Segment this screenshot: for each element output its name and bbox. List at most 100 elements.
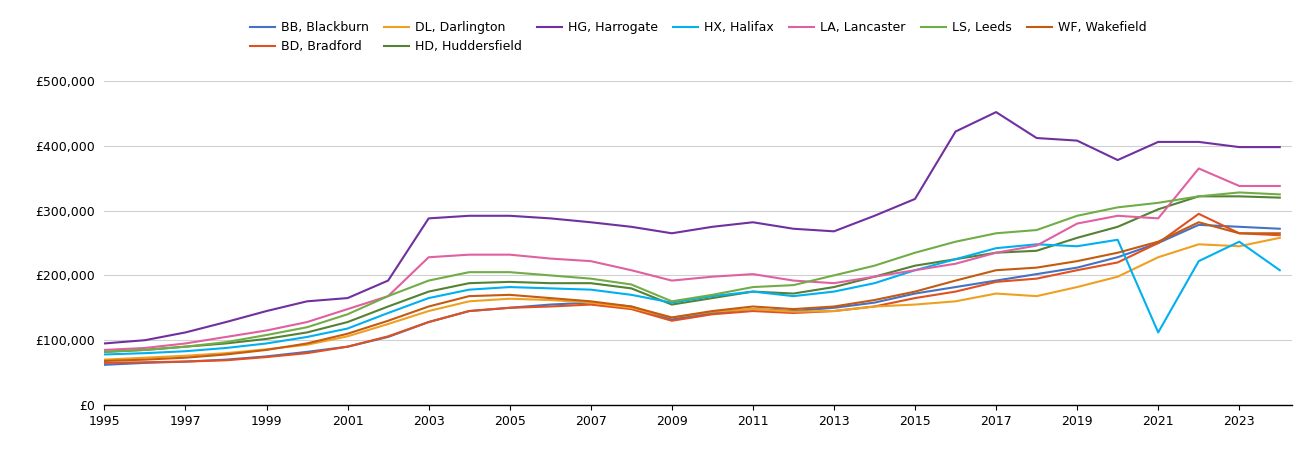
WF, Wakefield bbox=[786, 306, 801, 312]
HG, Harrogate bbox=[1109, 158, 1125, 163]
BB, Blackburn bbox=[745, 306, 761, 312]
HD, Huddersfield bbox=[826, 284, 842, 290]
HG, Harrogate bbox=[462, 213, 478, 219]
HG, Harrogate bbox=[988, 109, 1004, 115]
HD, Huddersfield bbox=[624, 286, 639, 291]
HX, Halifax bbox=[1232, 239, 1248, 244]
HG, Harrogate bbox=[137, 338, 153, 343]
BB, Blackburn bbox=[583, 300, 599, 305]
BB, Blackburn bbox=[826, 305, 842, 310]
DL, Darlington bbox=[1232, 243, 1248, 249]
HD, Huddersfield bbox=[218, 341, 234, 346]
HD, Huddersfield bbox=[947, 256, 963, 262]
HG, Harrogate bbox=[745, 220, 761, 225]
LS, Leeds bbox=[988, 230, 1004, 236]
BD, Bradford bbox=[137, 360, 153, 365]
LS, Leeds bbox=[745, 284, 761, 290]
DL, Darlington bbox=[502, 296, 518, 302]
BD, Bradford bbox=[339, 344, 355, 349]
HX, Halifax bbox=[380, 310, 395, 316]
WF, Wakefield bbox=[462, 293, 478, 299]
BD, Bradford bbox=[867, 304, 882, 309]
DL, Darlington bbox=[1151, 255, 1167, 260]
HG, Harrogate bbox=[1232, 144, 1248, 150]
BB, Blackburn bbox=[786, 308, 801, 314]
DL, Darlington bbox=[1272, 235, 1288, 240]
HX, Halifax bbox=[947, 256, 963, 262]
DL, Darlington bbox=[218, 351, 234, 356]
BD, Bradford bbox=[664, 318, 680, 324]
HX, Halifax bbox=[664, 300, 680, 305]
HD, Huddersfield bbox=[137, 347, 153, 353]
LA, Lancaster bbox=[502, 252, 518, 257]
DL, Darlington bbox=[1069, 284, 1084, 290]
Legend: BB, Blackburn, BD, Bradford, DL, Darlington, HD, Huddersfield, HG, Harrogate, HX: BB, Blackburn, BD, Bradford, DL, Darling… bbox=[244, 16, 1152, 58]
LS, Leeds bbox=[907, 250, 923, 256]
DL, Darlington bbox=[786, 309, 801, 315]
BB, Blackburn bbox=[543, 302, 559, 307]
BD, Bradford bbox=[745, 308, 761, 314]
LS, Leeds bbox=[543, 273, 559, 278]
BB, Blackburn bbox=[947, 284, 963, 290]
LA, Lancaster bbox=[218, 334, 234, 340]
LS, Leeds bbox=[786, 283, 801, 288]
LS, Leeds bbox=[664, 299, 680, 304]
LA, Lancaster bbox=[1109, 213, 1125, 219]
HD, Huddersfield bbox=[97, 349, 112, 355]
HD, Huddersfield bbox=[420, 289, 436, 294]
WF, Wakefield bbox=[1151, 239, 1167, 244]
HX, Halifax bbox=[1069, 243, 1084, 249]
BD, Bradford bbox=[543, 304, 559, 309]
HD, Huddersfield bbox=[1109, 224, 1125, 230]
BB, Blackburn bbox=[988, 278, 1004, 284]
BD, Bradford bbox=[1028, 276, 1044, 281]
BD, Bradford bbox=[826, 308, 842, 314]
LA, Lancaster bbox=[258, 328, 274, 333]
DL, Darlington bbox=[664, 315, 680, 320]
BB, Blackburn bbox=[420, 320, 436, 325]
HG, Harrogate bbox=[420, 216, 436, 221]
BB, Blackburn bbox=[218, 357, 234, 362]
BB, Blackburn bbox=[907, 291, 923, 296]
DL, Darlington bbox=[826, 308, 842, 314]
HD, Huddersfield bbox=[258, 336, 274, 342]
LS, Leeds bbox=[258, 332, 274, 338]
BD, Bradford bbox=[583, 302, 599, 307]
WF, Wakefield bbox=[299, 341, 315, 346]
BB, Blackburn bbox=[97, 362, 112, 368]
BD, Bradford bbox=[1272, 233, 1288, 238]
HG, Harrogate bbox=[1191, 139, 1207, 144]
DL, Darlington bbox=[583, 300, 599, 305]
WF, Wakefield bbox=[988, 267, 1004, 273]
DL, Darlington bbox=[137, 355, 153, 360]
HX, Halifax bbox=[1272, 267, 1288, 273]
LS, Leeds bbox=[826, 273, 842, 278]
HX, Halifax bbox=[988, 246, 1004, 251]
BB, Blackburn bbox=[502, 305, 518, 310]
WF, Wakefield bbox=[339, 331, 355, 337]
LS, Leeds bbox=[420, 278, 436, 284]
BD, Bradford bbox=[97, 360, 112, 365]
HG, Harrogate bbox=[380, 278, 395, 284]
BD, Bradford bbox=[299, 351, 315, 356]
HX, Halifax bbox=[502, 284, 518, 290]
HG, Harrogate bbox=[583, 220, 599, 225]
LA, Lancaster bbox=[1069, 221, 1084, 226]
BD, Bradford bbox=[1109, 260, 1125, 265]
LA, Lancaster bbox=[1028, 243, 1044, 248]
LS, Leeds bbox=[1109, 205, 1125, 210]
HD, Huddersfield bbox=[705, 295, 720, 301]
DL, Darlington bbox=[177, 353, 193, 359]
BD, Bradford bbox=[218, 358, 234, 363]
WF, Wakefield bbox=[137, 357, 153, 362]
HD, Huddersfield bbox=[583, 280, 599, 286]
LS, Leeds bbox=[177, 344, 193, 349]
DL, Darlington bbox=[947, 299, 963, 304]
HD, Huddersfield bbox=[867, 274, 882, 279]
BB, Blackburn bbox=[1151, 240, 1167, 246]
LS, Leeds bbox=[1151, 200, 1167, 206]
LS, Leeds bbox=[1028, 227, 1044, 233]
BB, Blackburn bbox=[380, 334, 395, 340]
LS, Leeds bbox=[299, 324, 315, 330]
DL, Darlington bbox=[907, 302, 923, 307]
